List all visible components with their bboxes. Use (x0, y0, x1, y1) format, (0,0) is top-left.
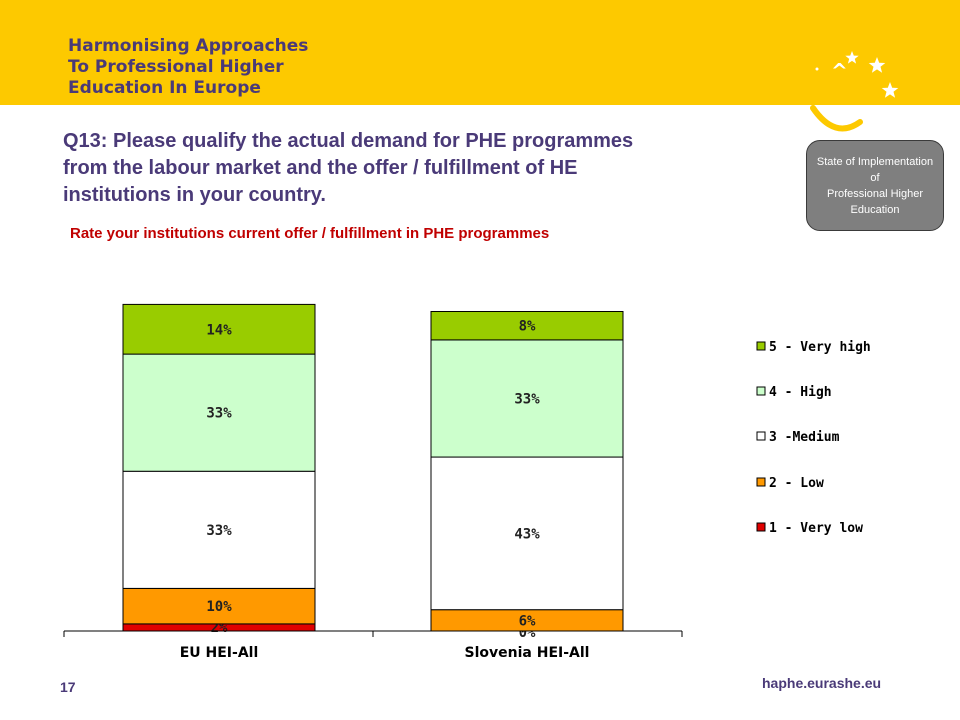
bar-segment (430, 339, 624, 458)
data-label: 14% (206, 322, 232, 338)
question-title: Q13: Please qualify the actual demand fo… (63, 128, 763, 209)
legend-label: 4 - High (769, 385, 832, 400)
data-label: 6% (519, 613, 536, 629)
category-label: Slovenia HEI-All (465, 645, 590, 661)
bar-segment (122, 353, 316, 472)
data-label: 33% (514, 391, 540, 407)
category-label: EU HEI-All (180, 645, 259, 661)
question-line-1: Q13: Please qualify the actual demand fo… (63, 130, 634, 152)
site-url: haphe.eurashe.eu (762, 675, 882, 691)
legend-swatch (756, 522, 766, 532)
badge-line-2: of (870, 172, 880, 184)
question-line-3: institutions in your country. (63, 184, 326, 206)
data-label: 33% (206, 523, 232, 539)
badge-line-1: State of Implementation (816, 156, 934, 168)
logo-line-3: Education In Europe (68, 78, 261, 98)
smile-stars-logo-icon: ^ (810, 51, 899, 132)
data-label: 43% (514, 526, 540, 542)
svg-text:^: ^ (831, 59, 848, 83)
question-line-2: from the labour market and the offer / f… (63, 157, 578, 179)
page-number: 17 (60, 679, 76, 695)
logo-line-1: Harmonising Approaches (68, 36, 309, 56)
bar-segment (430, 456, 624, 611)
project-logo-text: Harmonising Approaches To Professional H… (68, 36, 308, 99)
header-banner (0, 0, 960, 105)
bar-segment (430, 311, 624, 341)
data-label: 8% (519, 319, 536, 335)
legend-label: 5 - Very high (769, 340, 871, 355)
legend-label: 1 - Very low (769, 521, 863, 536)
badge-line-3: Professional Higher (827, 188, 923, 200)
state-of-implementation-badge: State of Implementation of Professional … (806, 140, 944, 231)
bar-segment (122, 303, 316, 355)
bar-segment (122, 470, 316, 589)
data-label: 10% (206, 599, 232, 615)
badge-line-4: Education (850, 204, 900, 216)
legend-swatch (756, 477, 766, 487)
legend-swatch (756, 341, 766, 351)
legend-swatch (756, 431, 766, 441)
legend-swatch (756, 386, 766, 396)
logo-line-2: To Professional Higher (68, 57, 284, 77)
chart-title: Rate your institutions current offer / f… (70, 225, 550, 242)
legend-label: 3 -Medium (769, 430, 840, 445)
data-label: 33% (206, 406, 232, 422)
bar-segment (122, 587, 316, 625)
legend-label: 2 - Low (769, 476, 824, 491)
